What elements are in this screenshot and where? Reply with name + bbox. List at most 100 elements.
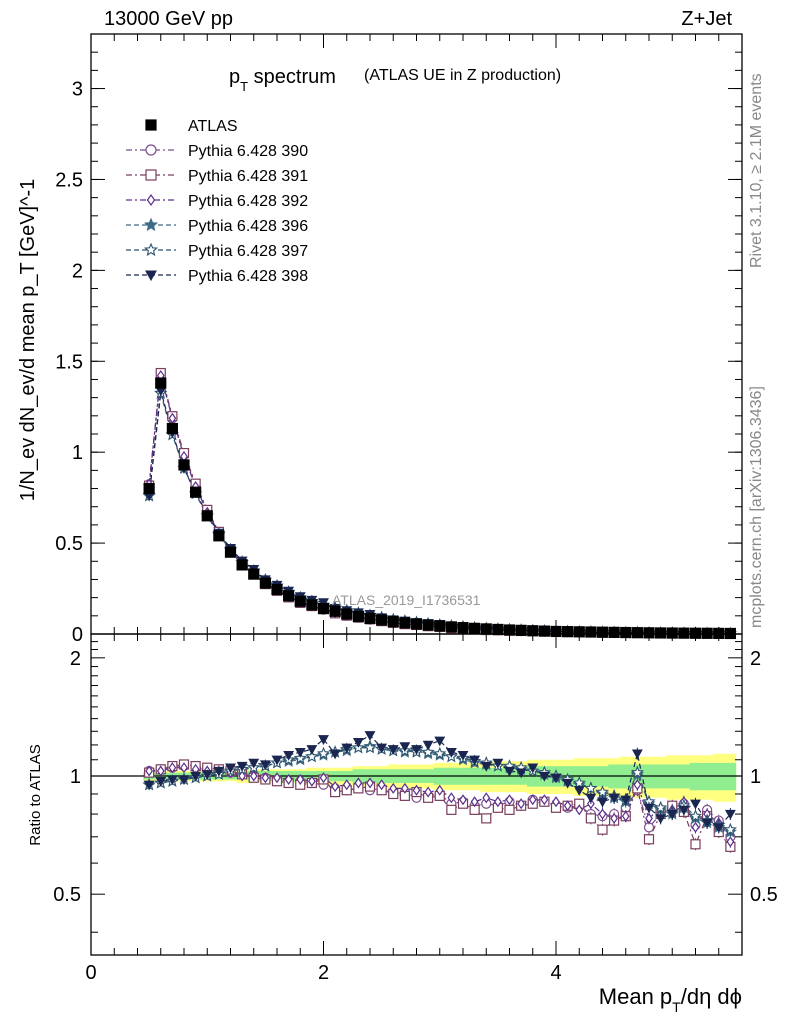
ratio-ytick-label-right: 2 [750,648,761,670]
data-point-ratio-392 [145,765,154,777]
data-point-ratio-391 [597,824,608,835]
xtick-label: 2 [318,962,329,984]
data-point-ratio-392 [412,784,421,796]
data-point-ratio-392 [528,794,537,806]
data-point-main-ATLAS [143,482,155,495]
legend-marker-ATLAS [145,119,157,131]
data-point-ratio-398 [480,761,492,772]
legend-label-ATLAS: ATLAS [188,118,238,135]
data-point-main-ATLAS [248,568,260,580]
plot-subtitle: (ATLAS UE in Z production) [364,67,561,84]
legend-marker-390 [145,144,157,156]
series-line-ratio-398 [148,734,731,829]
data-point-ratio-397 [723,822,737,836]
data-point-ratio-392 [389,782,398,794]
data-point-ratio-392 [400,782,409,794]
legend-label-397: Pythia 6.428 397 [188,243,308,260]
data-point-ratio-392 [156,765,165,777]
data-point-ratio-392 [645,812,653,824]
legend-label-396: Pythia 6.428 396 [188,218,308,235]
data-point-ratio-398 [294,748,306,758]
main-ytick-label: 0.5 [55,533,83,555]
data-point-ratio-398 [376,743,388,754]
data-point-main-ATLAS [213,530,225,542]
main-ytick-label: 3 [72,79,83,101]
data-point-main-ATLAS [329,605,341,617]
data-point-ratio-397 [421,745,435,758]
data-point-ratio-398 [608,793,620,804]
data-point-ratio-398 [666,809,678,820]
data-point-ratio-392 [482,792,491,804]
data-point-ratio-398 [329,749,341,760]
data-point-main-ATLAS [201,510,213,522]
data-point-ratio-398 [225,763,236,774]
data-point-ratio-392 [505,794,514,806]
data-point-ratio-398 [259,760,271,771]
data-point-ratio-392 [307,775,316,787]
data-point-ratio-398 [690,799,701,810]
x-axis-label: Mean pT/dη dϕ [599,984,742,1015]
data-point-main-ATLAS [608,626,620,638]
data-point-ratio-398 [178,775,190,786]
main-ytick-label: 0 [72,624,83,646]
data-point-ratio-392 [726,836,735,848]
main-ytick-label: 2.5 [55,169,83,191]
data-point-ratio-398 [445,748,457,758]
data-point-ratio-398 [573,786,585,796]
data-point-main-ATLAS [341,608,353,620]
legend-marker-398 [145,270,157,282]
data-point-ratio-398 [678,805,690,816]
data-point-ratio-392 [459,794,467,806]
data-point-ratio-391 [690,839,701,850]
data-point-ratio-391 [481,813,492,824]
data-point-ratio-398 [597,797,608,808]
ratio-ytick-label: 0.5 [53,884,81,906]
main-ytick-label: 1.5 [55,351,83,373]
data-point-main-ATLAS [178,459,190,471]
data-point-ratio-398 [724,809,736,820]
data-point-main-ATLAS [469,622,481,634]
rivet-label: Rivet 3.1.10, ≥ 2.1M events [748,73,765,268]
data-point-ratio-397 [363,740,377,754]
data-point-ratio-392 [319,772,328,784]
legend-label-398: Pythia 6.428 398 [188,268,308,285]
data-point-ratio-397 [305,749,319,763]
data-point-ratio-398 [387,745,399,755]
data-point-main-ATLAS [445,621,457,633]
legend-marker-396 [143,217,159,232]
legend-label-392: Pythia 6.428 392 [188,193,308,210]
xtick-label: 0 [85,962,96,984]
data-point-ratio-392 [435,784,444,796]
data-point-ratio-397 [316,746,331,760]
data-point-ratio-392 [366,777,374,789]
data-point-main-ATLAS [701,627,713,639]
data-point-ratio-397 [630,765,644,779]
data-point-ratio-397 [654,800,668,814]
data-point-ratio-392 [575,804,584,816]
data-point-ratio-392 [342,779,351,791]
ratio-ytick-label: 1 [70,766,81,788]
data-point-ratio-398 [550,773,562,784]
data-point-main-ATLAS [399,617,411,629]
data-point-main-ATLAS [236,559,248,571]
data-point-ratio-398 [457,751,469,761]
data-point-ratio-392 [598,808,607,820]
data-point-ratio-397 [595,785,610,798]
data-point-ratio-397 [433,746,447,760]
data-point-ratio-391 [504,804,515,815]
data-point-ratio-392 [296,773,305,785]
data-point-ratio-398 [562,778,574,789]
data-point-ratio-392 [517,798,526,810]
data-point-ratio-398 [422,740,434,751]
data-point-ratio-398 [527,763,539,774]
legend-label-391: Pythia 6.428 391 [188,168,308,185]
data-point-ratio-398 [504,766,515,777]
data-point-ratio-392 [377,779,386,791]
axes: 00.511.522.530.5 0.51 12 20 2 4 [53,33,778,984]
data-point-main-ATLAS [352,610,364,622]
data-point-ratio-392 [261,772,270,784]
data-point-ratio-392 [424,786,433,798]
data-point-ratio-398 [341,743,353,754]
plot-title: pT spectrum [229,66,336,94]
